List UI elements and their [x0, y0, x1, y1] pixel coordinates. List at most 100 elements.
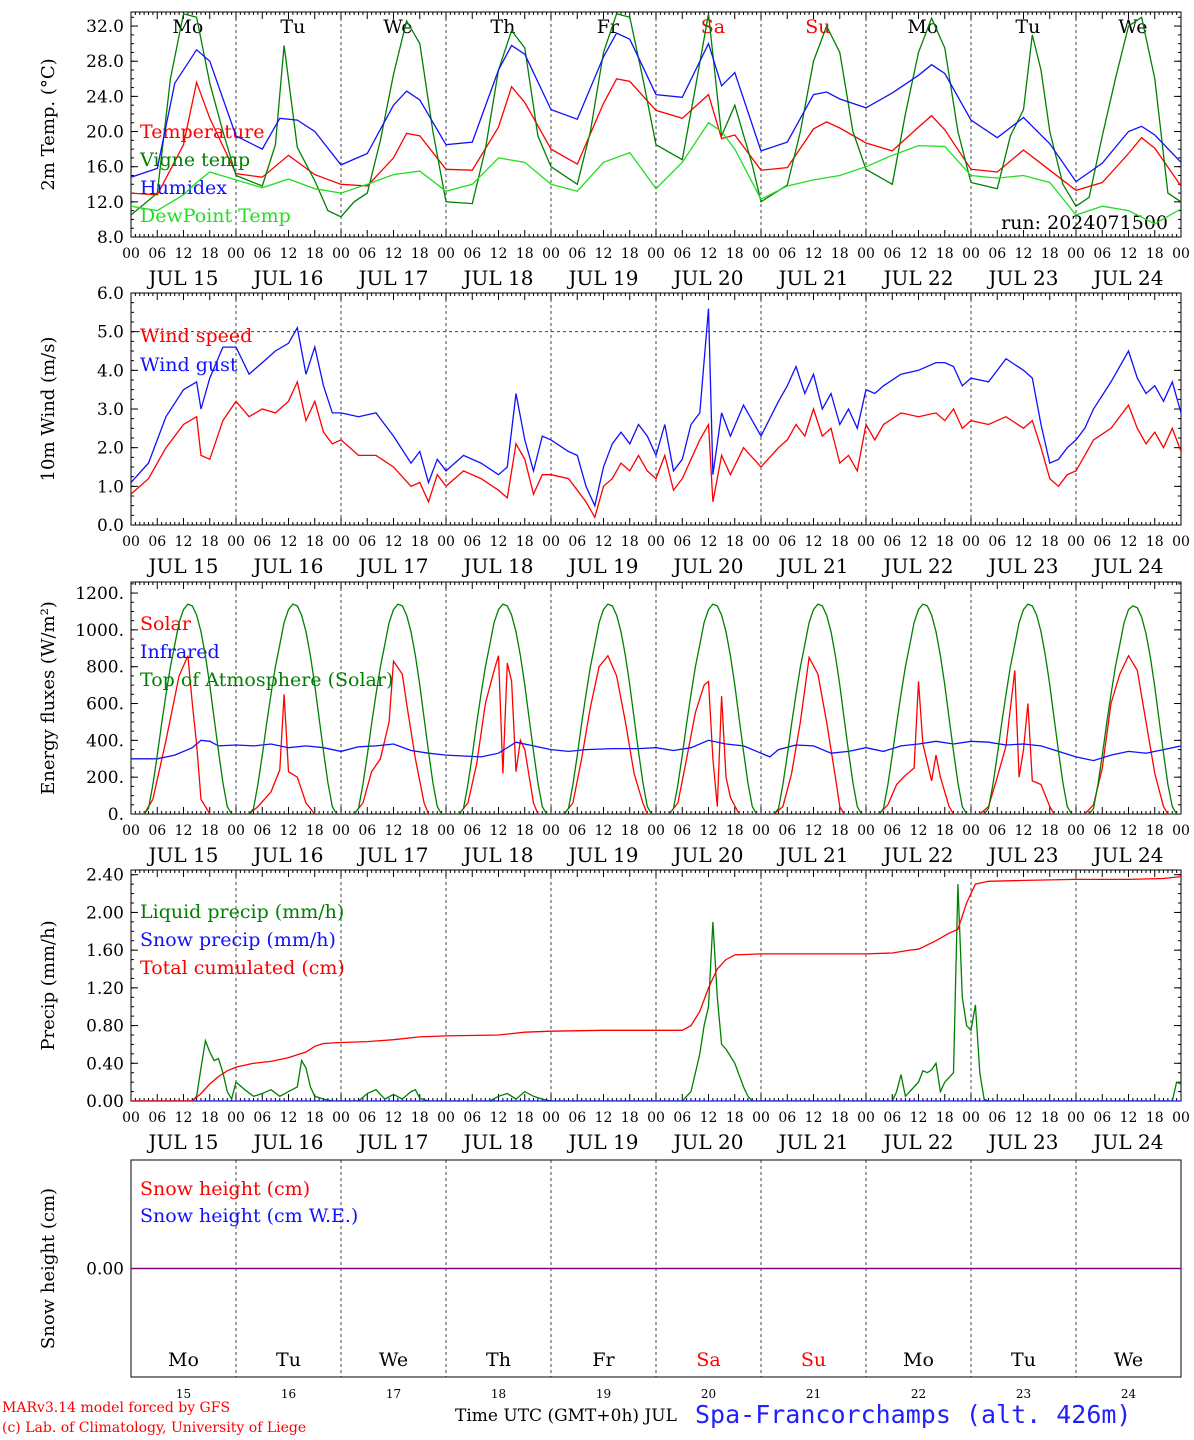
- x-hour-label: 18: [1146, 246, 1164, 262]
- x-hour-label: 06: [673, 1110, 691, 1126]
- x-hour-label: 12: [280, 246, 298, 262]
- legend-entry: Snow precip (mm/h): [140, 929, 336, 951]
- x-hour-label: 06: [358, 823, 376, 839]
- x-hour-label: 06: [148, 1110, 166, 1126]
- y-tick-label: 2.00: [86, 903, 124, 923]
- x-hour-label: 18: [306, 1110, 324, 1126]
- x-hour-label: 06: [148, 534, 166, 550]
- legend-entry: Snow height (cm W.E.): [140, 1205, 358, 1227]
- x-hour-label: 18: [726, 246, 744, 262]
- panel-temp: 8.0 12.0 16.0 20.0 24.0 28.0 32.0 2m Temp. (°C)…: [38, 11, 1190, 290]
- y-tick-label: 0.0: [97, 516, 124, 536]
- x-hour-label: 18: [1041, 246, 1059, 262]
- time-axis-label: Time UTC (GMT+0h) JUL: [455, 1406, 677, 1426]
- day-number-label: 20: [701, 1387, 716, 1401]
- x-date-label: JUL 19: [567, 554, 639, 578]
- x-hour-label: 18: [726, 534, 744, 550]
- x-hour-label: 18: [726, 823, 744, 839]
- x-hour-label: 12: [595, 246, 613, 262]
- x-hour-label: 06: [778, 823, 796, 839]
- x-hour-label: 06: [778, 1110, 796, 1126]
- x-hour-label: 00: [332, 1110, 350, 1126]
- x-hour-label: 18: [621, 534, 639, 550]
- weekday-label: Tu: [280, 16, 305, 38]
- x-hour-label: 18: [201, 534, 219, 550]
- x-hour-label: 06: [253, 534, 271, 550]
- weekday-label: Th: [490, 16, 515, 38]
- x-hour-label: 12: [595, 823, 613, 839]
- day-number-label: 16: [281, 1387, 296, 1401]
- plot-frame: [130, 11, 1182, 238]
- x-date-label: JUL 18: [462, 843, 534, 867]
- x-hour-label: 18: [516, 823, 534, 839]
- x-hour-label: 00: [122, 1110, 140, 1126]
- y-tick-label: 32.0: [86, 17, 124, 37]
- day-number-label: 22: [911, 1387, 926, 1401]
- series-line-total-cumulated-cm-: [131, 875, 1181, 1101]
- x-hour-label: 06: [358, 534, 376, 550]
- x-date-label: JUL 21: [777, 266, 849, 290]
- x-hour-label: 12: [490, 1110, 508, 1126]
- x-hour-label: 00: [332, 823, 350, 839]
- x-hour-label: 18: [831, 246, 849, 262]
- day-number-label: 24: [1121, 1387, 1137, 1401]
- x-hour-label: 06: [463, 246, 481, 262]
- x-hour-label: 06: [253, 246, 271, 262]
- x-hour-label: 18: [306, 246, 324, 262]
- x-hour-label: 00: [1172, 823, 1190, 839]
- day-number-label: 21: [806, 1387, 821, 1401]
- weekday-label: Mo: [903, 1349, 934, 1371]
- weekday-label: We: [383, 16, 412, 38]
- x-hour-label: 00: [857, 823, 875, 839]
- x-hour-label: 00: [962, 823, 980, 839]
- x-date-label: JUL 21: [777, 554, 849, 578]
- x-hour-label: 00: [227, 534, 245, 550]
- y-tick-label: 1000.: [75, 621, 124, 641]
- x-date-label: JUL 16: [252, 554, 324, 578]
- x-hour-label: 18: [831, 1110, 849, 1126]
- legend-entry: Snow height (cm): [140, 1178, 310, 1200]
- legend-entry: Humidex: [140, 177, 227, 199]
- x-date-label: JUL 22: [882, 843, 954, 867]
- x-date-label: JUL 15: [147, 554, 219, 578]
- x-hour-label: 12: [385, 246, 403, 262]
- x-hour-label: 12: [175, 823, 193, 839]
- x-hour-label: 00: [857, 534, 875, 550]
- y-tick-label: 0.40: [86, 1054, 124, 1074]
- x-hour-label: 00: [1172, 534, 1190, 550]
- x-hour-label: 12: [280, 823, 298, 839]
- x-hour-label: 00: [437, 246, 455, 262]
- x-hour-label: 06: [568, 1110, 586, 1126]
- x-date-label: JUL 20: [672, 266, 744, 290]
- x-date-label: JUL 22: [882, 1130, 954, 1154]
- x-hour-label: 00: [332, 246, 350, 262]
- x-date-label: JUL 15: [147, 266, 219, 290]
- x-hour-label: 18: [621, 1110, 639, 1126]
- x-date-label: JUL 17: [357, 1130, 429, 1154]
- x-hour-label: 18: [306, 534, 324, 550]
- x-hour-label: 12: [490, 246, 508, 262]
- x-date-label: JUL 19: [567, 1130, 639, 1154]
- weekday-label: Mo: [168, 1349, 199, 1371]
- x-hour-label: 18: [1041, 1110, 1059, 1126]
- x-hour-label: 12: [910, 823, 928, 839]
- x-hour-label: 18: [831, 534, 849, 550]
- x-hour-label: 00: [437, 1110, 455, 1126]
- x-hour-label: 12: [910, 246, 928, 262]
- x-date-label: JUL 16: [252, 843, 324, 867]
- x-date-label: JUL 22: [882, 266, 954, 290]
- x-hour-label: 18: [411, 246, 429, 262]
- x-hour-label: 06: [358, 246, 376, 262]
- x-hour-label: 12: [700, 534, 718, 550]
- series-line-vigne-temp: [131, 12, 1181, 218]
- x-hour-label: 18: [201, 823, 219, 839]
- x-hour-label: 00: [857, 1110, 875, 1126]
- y-tick-label: 12.0: [86, 193, 124, 213]
- x-hour-label: 06: [988, 1110, 1006, 1126]
- x-hour-label: 00: [122, 534, 140, 550]
- y-axis-label: Snow height (cm): [38, 1188, 59, 1349]
- x-date-label: JUL 17: [357, 266, 429, 290]
- x-date-label: JUL 24: [1092, 1130, 1164, 1154]
- station-title: Spa-Francorchamps (alt. 426m): [695, 1400, 1132, 1429]
- y-tick-label: 600.: [86, 695, 124, 715]
